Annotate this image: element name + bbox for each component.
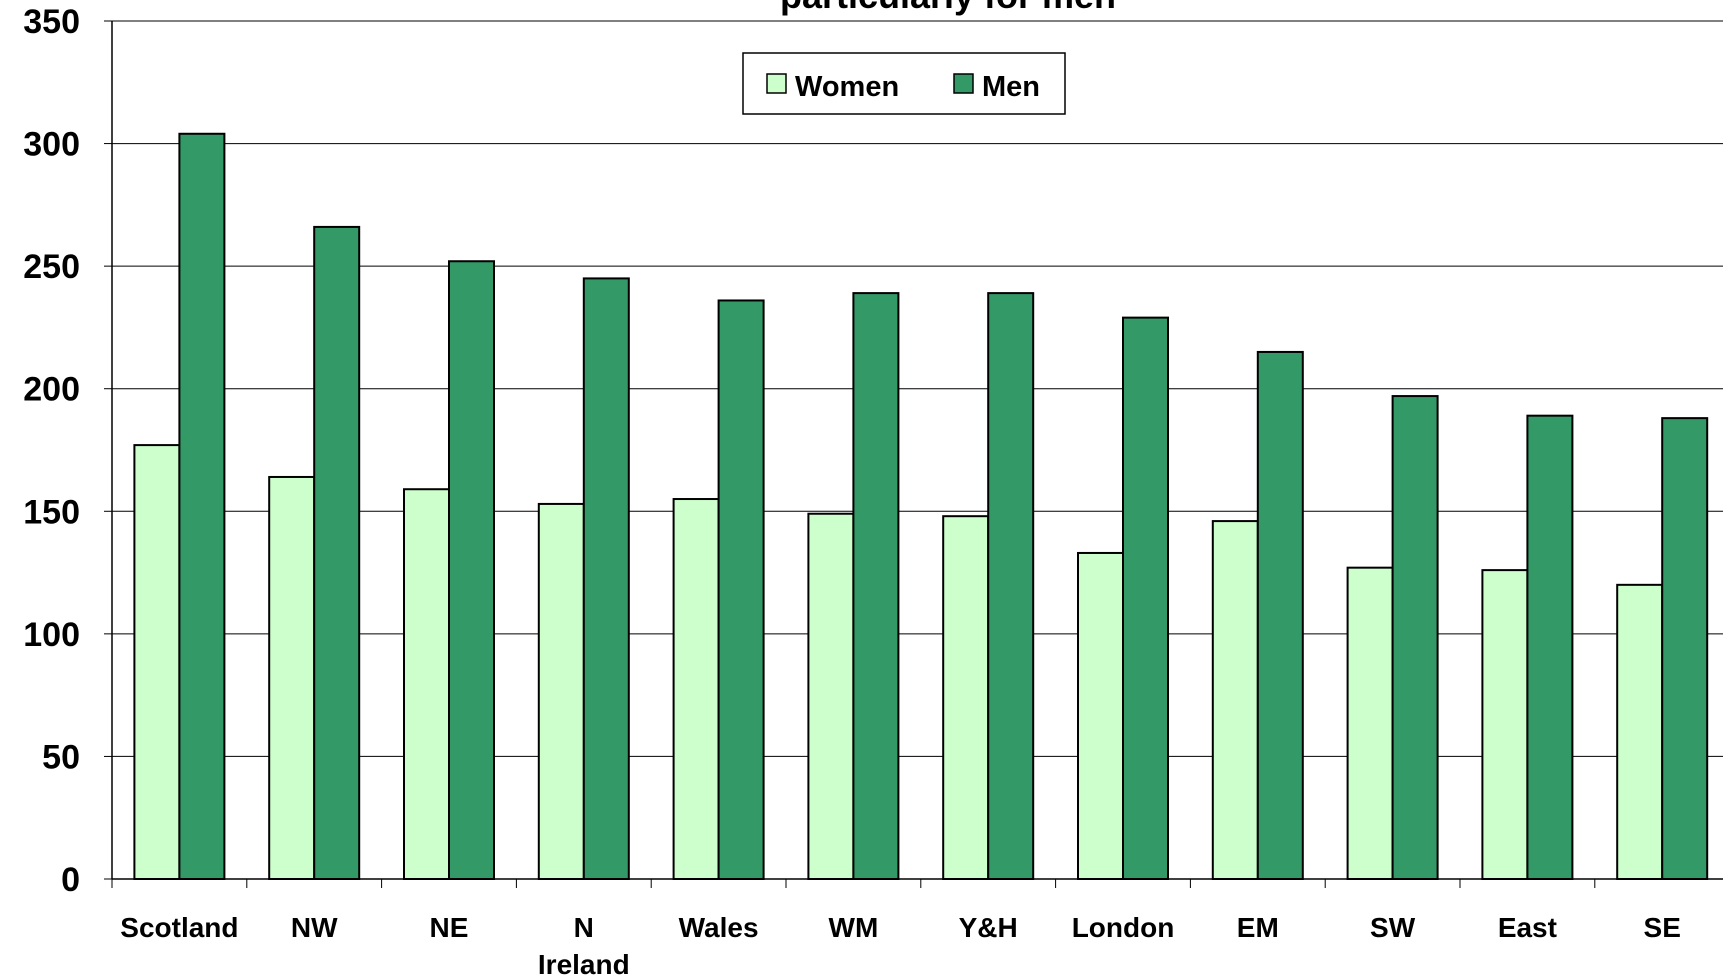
bar-women	[537, 502, 585, 880]
gridlines	[112, 20, 1723, 757]
bar-men	[852, 292, 900, 880]
bar-men	[987, 292, 1035, 880]
bar-men	[448, 260, 495, 880]
bar-women	[807, 512, 855, 880]
x-category-labels: Scotland NW NE N Ireland Wales WM Y&H London EM SW…	[120, 912, 1681, 977]
legend-swatch-men	[953, 73, 974, 94]
bar-women	[672, 498, 720, 880]
bar-men	[1256, 350, 1304, 880]
x-category-label: EM	[1237, 912, 1279, 943]
x-category-label: N Ireland	[538, 912, 630, 977]
bar-women	[1077, 551, 1124, 881]
y-tick-labels: 0 50 100 150 200 250 300 350	[23, 3, 80, 899]
bar-men	[1661, 417, 1709, 880]
y-tick-label: 200	[23, 371, 80, 409]
legend: Women Men	[742, 52, 1066, 115]
bar-women	[1346, 566, 1394, 880]
y-tick-label: 150	[23, 493, 80, 531]
legend-label-women: Women	[795, 71, 899, 103]
bar-women	[133, 444, 181, 880]
x-category-label: London	[1072, 912, 1175, 943]
y-tick-label: 250	[23, 248, 80, 286]
x-category-label: Y&H	[959, 912, 1018, 943]
bars	[133, 132, 1709, 881]
y-tick-label: 100	[23, 616, 80, 654]
legend-swatch-women	[766, 73, 787, 94]
y-tick-label: 50	[42, 738, 80, 776]
x-category-label: NE	[430, 912, 469, 943]
chart-title: particularly for men	[780, 0, 1116, 16]
bar-men	[717, 299, 765, 881]
x-category-label: NW	[291, 912, 338, 943]
bar-men	[178, 132, 226, 881]
bar-women	[403, 488, 450, 880]
x-category-label: Scotland	[120, 912, 238, 943]
bar-men	[1391, 395, 1439, 880]
bar-women	[1481, 569, 1529, 880]
axes	[104, 20, 1723, 888]
y-tick-label: 300	[23, 126, 80, 164]
bar-men	[1122, 316, 1169, 880]
bar-men	[313, 225, 361, 881]
bar-women	[942, 515, 990, 881]
y-tick-label: 0	[61, 861, 80, 899]
legend-box	[742, 52, 1066, 115]
bar-women	[1616, 583, 1664, 880]
bar-men	[1526, 414, 1574, 880]
x-category-label: WM	[829, 912, 879, 943]
bar-men	[582, 277, 630, 880]
x-category-label: SE	[1644, 912, 1681, 943]
legend-label-men: Men	[982, 71, 1040, 103]
x-category-label: East	[1498, 912, 1557, 943]
bar-women	[268, 475, 316, 880]
x-category-label: SW	[1370, 912, 1416, 943]
y-tick-label: 350	[23, 3, 80, 41]
bar-women	[1211, 520, 1259, 880]
x-category-label: Wales	[679, 912, 759, 943]
